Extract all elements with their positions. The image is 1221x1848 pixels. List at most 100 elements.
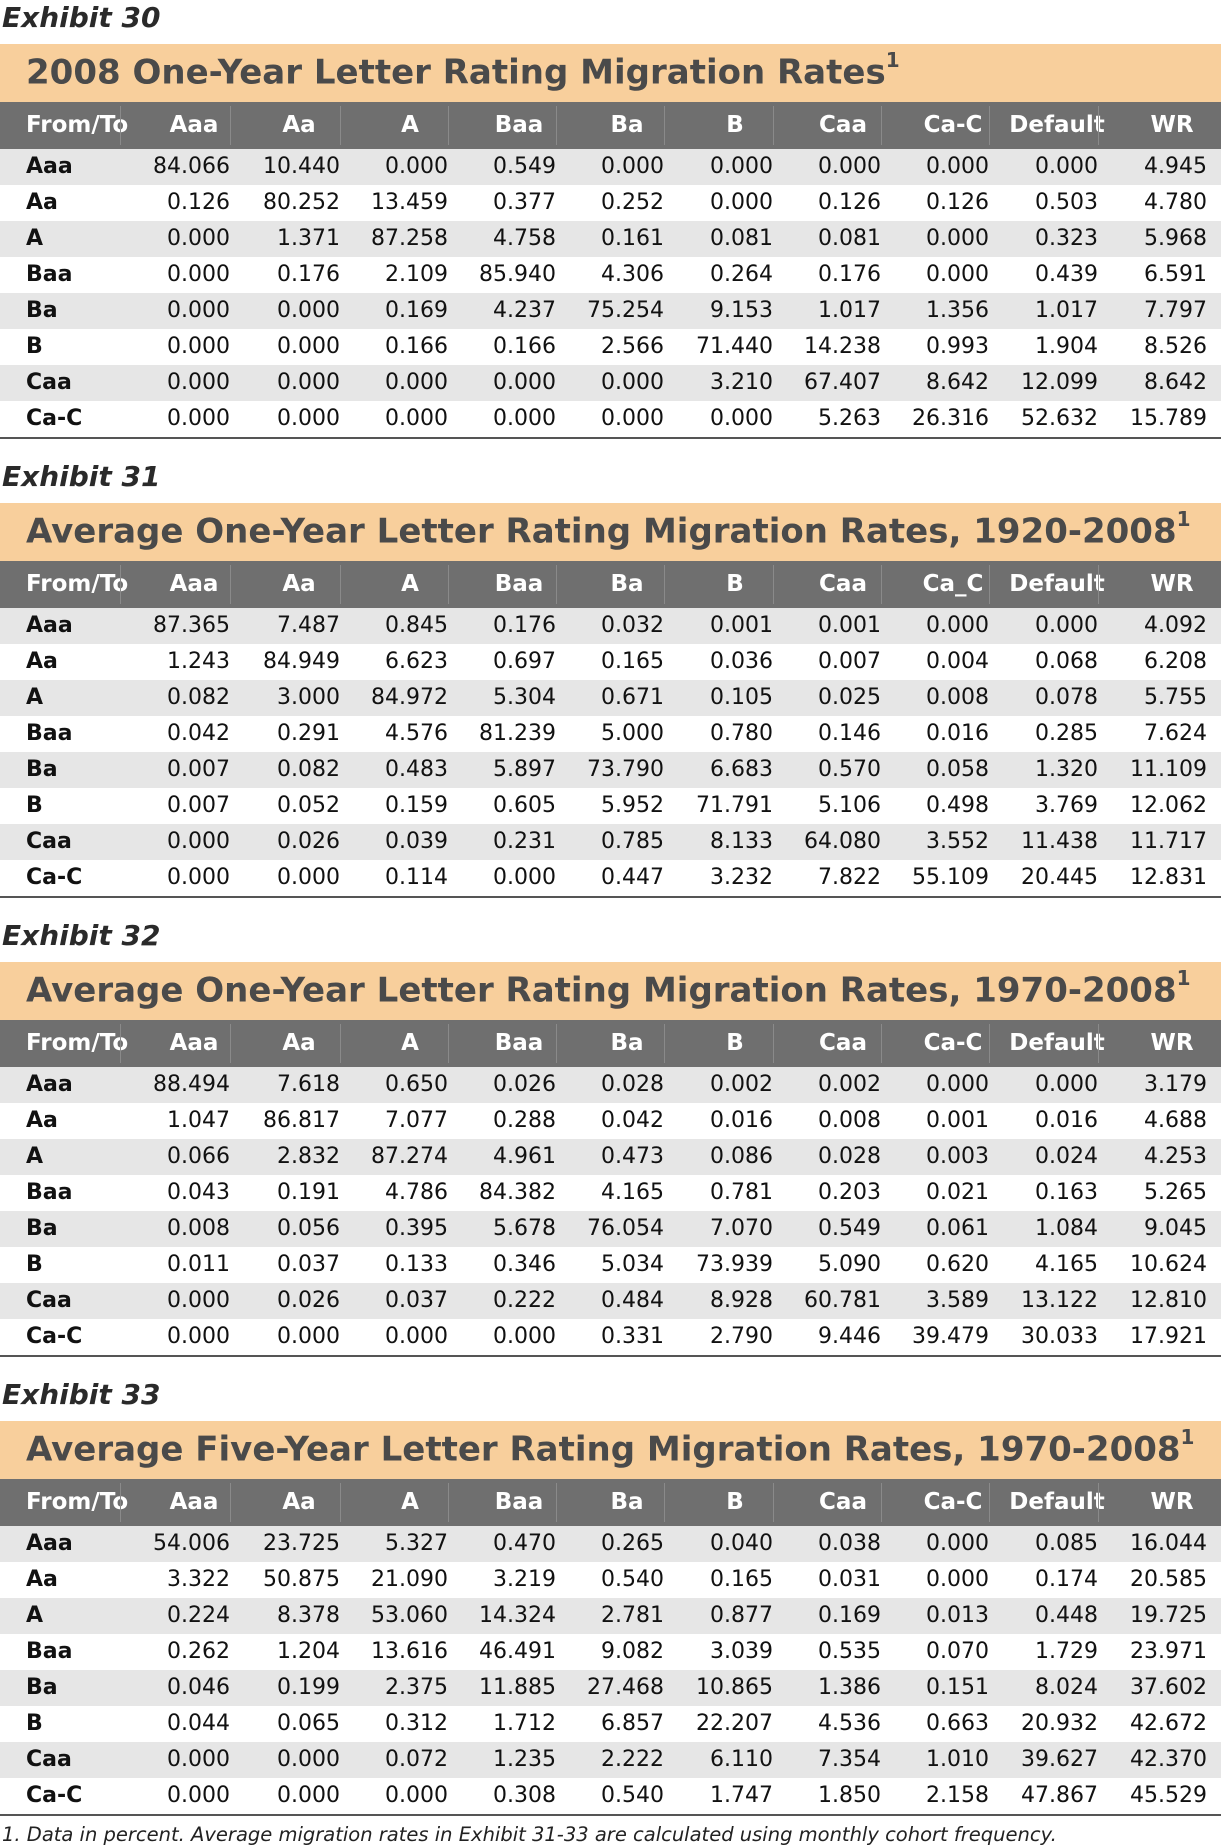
row-label: Caa <box>26 1747 72 1772</box>
cell-ca-c: 0.008 <box>926 685 989 710</box>
cell-a: 0.166 <box>385 334 448 359</box>
cell-aa: 0.000 <box>277 865 340 890</box>
cell-a: 0.000 <box>385 370 448 395</box>
cell-ba: 4.306 <box>601 262 664 287</box>
cell-a: 13.459 <box>371 190 448 215</box>
table-row: Ba 0.007 0.082 0.483 5.897 73.790 6.683 0.570 0.… <box>0 752 1221 788</box>
cell-default: 39.627 <box>1021 1747 1098 1772</box>
cell-default: 0.174 <box>1035 1567 1098 1592</box>
column-header-b: B <box>726 571 744 597</box>
column-header-row: From/To Aaa Aa A Baa Ba B Caa Ca-C Default WR <box>0 1020 1221 1067</box>
cell-aaa: 87.365 <box>153 613 230 638</box>
cell-default: 11.438 <box>1021 829 1098 854</box>
cell-caa: 0.570 <box>818 757 881 782</box>
cell-b: 0.016 <box>710 1108 773 1133</box>
column-header-default: Default <box>1009 1030 1105 1056</box>
cell-wr: 12.810 <box>1130 1288 1207 1313</box>
table-title: 2008 One-Year Letter Rating Migration Ra… <box>26 48 900 92</box>
row-label: Ba <box>26 1675 58 1700</box>
column-header-aaa: Aaa <box>169 1489 219 1515</box>
column-header-default: Default <box>1009 571 1105 597</box>
cell-ba: 0.484 <box>601 1288 664 1313</box>
cell-aaa: 0.007 <box>167 757 230 782</box>
header-divider <box>1098 1024 1099 1063</box>
row-label: A <box>26 1144 44 1169</box>
cell-aa: 84.949 <box>263 649 340 674</box>
table-row: Ca-C 0.000 0.000 0.000 0.308 0.540 1.747 1.850 2… <box>0 1778 1221 1814</box>
cell-aa: 0.291 <box>277 721 340 746</box>
column-header-baa: Baa <box>494 1489 544 1515</box>
cell-a: 84.972 <box>371 685 448 710</box>
row-label: Ca-C <box>26 1324 83 1349</box>
cell-aaa: 3.322 <box>167 1567 230 1592</box>
cell-caa: 0.146 <box>818 721 881 746</box>
cell-wr: 4.688 <box>1144 1108 1207 1133</box>
header-divider <box>989 1024 990 1063</box>
table-title-text: Average One-Year Letter Rating Migration… <box>26 970 1177 1011</box>
cell-a: 0.000 <box>385 1324 448 1349</box>
footnote: 1. Data in percent. Average migration ra… <box>2 1823 1057 1846</box>
cell-ca-c: 0.000 <box>926 154 989 179</box>
header-divider <box>230 565 231 604</box>
cell-aa: 0.037 <box>277 1252 340 1277</box>
cell-caa: 0.549 <box>818 1216 881 1241</box>
table-title: Average One-Year Letter Rating Migration… <box>26 966 1191 1011</box>
column-header-b: B <box>726 1030 744 1056</box>
cell-a: 0.000 <box>385 154 448 179</box>
cell-ca-c: 3.552 <box>926 829 989 854</box>
cell-b: 0.000 <box>710 406 773 431</box>
table-row: Caa 0.000 0.026 0.039 0.231 0.785 8.133 64.080 3… <box>0 824 1221 860</box>
cell-wr: 6.591 <box>1144 262 1207 287</box>
header-divider <box>448 1024 449 1063</box>
cell-baa: 0.000 <box>493 370 556 395</box>
cell-aaa: 0.000 <box>167 829 230 854</box>
table-title-text: Average One-Year Letter Rating Migration… <box>26 511 1177 552</box>
row-label: Baa <box>26 1180 73 1205</box>
cell-default: 0.078 <box>1035 685 1098 710</box>
header-divider <box>773 1483 774 1522</box>
cell-a: 0.483 <box>385 757 448 782</box>
cell-default: 52.632 <box>1021 406 1098 431</box>
row-label: Aa <box>26 190 58 215</box>
cell-ca-c: 0.000 <box>926 1072 989 1097</box>
cell-aaa: 0.000 <box>167 370 230 395</box>
cell-baa: 5.897 <box>493 757 556 782</box>
cell-a: 5.327 <box>385 1531 448 1556</box>
column-header-a: A <box>401 112 419 138</box>
cell-baa: 5.304 <box>493 685 556 710</box>
cell-wr: 17.921 <box>1130 1324 1207 1349</box>
row-label: A <box>26 1603 44 1628</box>
cell-default: 0.000 <box>1035 613 1098 638</box>
column-header-from-to: From/To <box>26 1030 129 1056</box>
cell-ba: 0.540 <box>601 1783 664 1808</box>
column-header-ba: Ba <box>610 1489 644 1515</box>
cell-ca-c: 0.058 <box>926 757 989 782</box>
table-row: B 0.007 0.052 0.159 0.605 5.952 71.791 5.106 0.4… <box>0 788 1221 824</box>
table-row: Caa 0.000 0.026 0.037 0.222 0.484 8.928 60.781 3… <box>0 1283 1221 1319</box>
column-header-aaa: Aaa <box>169 1030 219 1056</box>
header-divider <box>340 106 341 145</box>
cell-aaa: 0.000 <box>167 262 230 287</box>
cell-aa: 86.817 <box>263 1108 340 1133</box>
cell-baa: 4.237 <box>493 298 556 323</box>
cell-aa: 0.199 <box>277 1675 340 1700</box>
cell-a: 13.616 <box>371 1639 448 1664</box>
cell-default: 0.085 <box>1035 1531 1098 1556</box>
cell-b: 8.928 <box>710 1288 773 1313</box>
cell-ca-c: 0.070 <box>926 1639 989 1664</box>
cell-baa: 0.176 <box>493 613 556 638</box>
cell-ca-c: 0.004 <box>926 649 989 674</box>
table-row: Aa 0.126 80.252 13.459 0.377 0.252 0.000 0.126 0… <box>0 185 1221 221</box>
header-divider <box>556 106 557 145</box>
row-label: Caa <box>26 829 72 854</box>
cell-a: 6.623 <box>385 649 448 674</box>
exhibit-label: Exhibit 31 <box>2 460 161 493</box>
column-header-from-to: From/To <box>26 1489 129 1515</box>
cell-ba: 5.952 <box>601 793 664 818</box>
cell-aaa: 0.082 <box>167 685 230 710</box>
cell-wr: 5.755 <box>1144 685 1207 710</box>
cell-ca-c: 8.642 <box>926 370 989 395</box>
row-label: Caa <box>26 1288 72 1313</box>
column-header-caa: Caa <box>819 112 867 138</box>
cell-caa: 5.106 <box>818 793 881 818</box>
